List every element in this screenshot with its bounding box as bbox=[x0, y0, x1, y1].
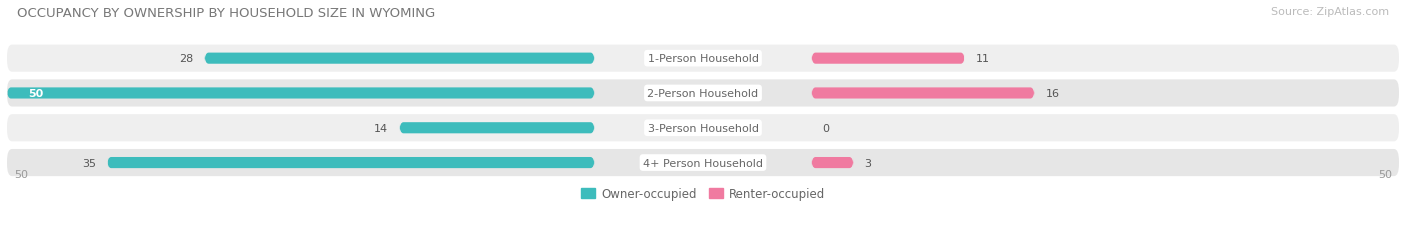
Text: 50: 50 bbox=[28, 88, 44, 99]
FancyBboxPatch shape bbox=[811, 53, 965, 64]
Text: 35: 35 bbox=[82, 158, 96, 168]
FancyBboxPatch shape bbox=[7, 88, 595, 99]
Text: 16: 16 bbox=[1046, 88, 1059, 99]
Text: 11: 11 bbox=[976, 54, 990, 64]
Text: 1-Person Household: 1-Person Household bbox=[648, 54, 758, 64]
Text: 3: 3 bbox=[865, 158, 872, 168]
Text: 0: 0 bbox=[823, 123, 830, 133]
Text: 4+ Person Household: 4+ Person Household bbox=[643, 158, 763, 168]
Legend: Owner-occupied, Renter-occupied: Owner-occupied, Renter-occupied bbox=[576, 182, 830, 205]
FancyBboxPatch shape bbox=[205, 53, 595, 64]
FancyBboxPatch shape bbox=[107, 157, 595, 168]
FancyBboxPatch shape bbox=[7, 149, 1399, 176]
FancyBboxPatch shape bbox=[811, 88, 1035, 99]
Text: 14: 14 bbox=[374, 123, 388, 133]
Text: 50: 50 bbox=[1378, 170, 1392, 179]
Text: 2-Person Household: 2-Person Household bbox=[647, 88, 759, 99]
Text: 3-Person Household: 3-Person Household bbox=[648, 123, 758, 133]
FancyBboxPatch shape bbox=[399, 123, 595, 134]
FancyBboxPatch shape bbox=[7, 80, 1399, 107]
FancyBboxPatch shape bbox=[7, 46, 1399, 73]
FancyBboxPatch shape bbox=[7, 115, 1399, 142]
Text: OCCUPANCY BY OWNERSHIP BY HOUSEHOLD SIZE IN WYOMING: OCCUPANCY BY OWNERSHIP BY HOUSEHOLD SIZE… bbox=[17, 7, 434, 20]
FancyBboxPatch shape bbox=[811, 157, 853, 168]
Text: 28: 28 bbox=[180, 54, 194, 64]
Text: Source: ZipAtlas.com: Source: ZipAtlas.com bbox=[1271, 7, 1389, 17]
Text: 50: 50 bbox=[14, 170, 28, 179]
